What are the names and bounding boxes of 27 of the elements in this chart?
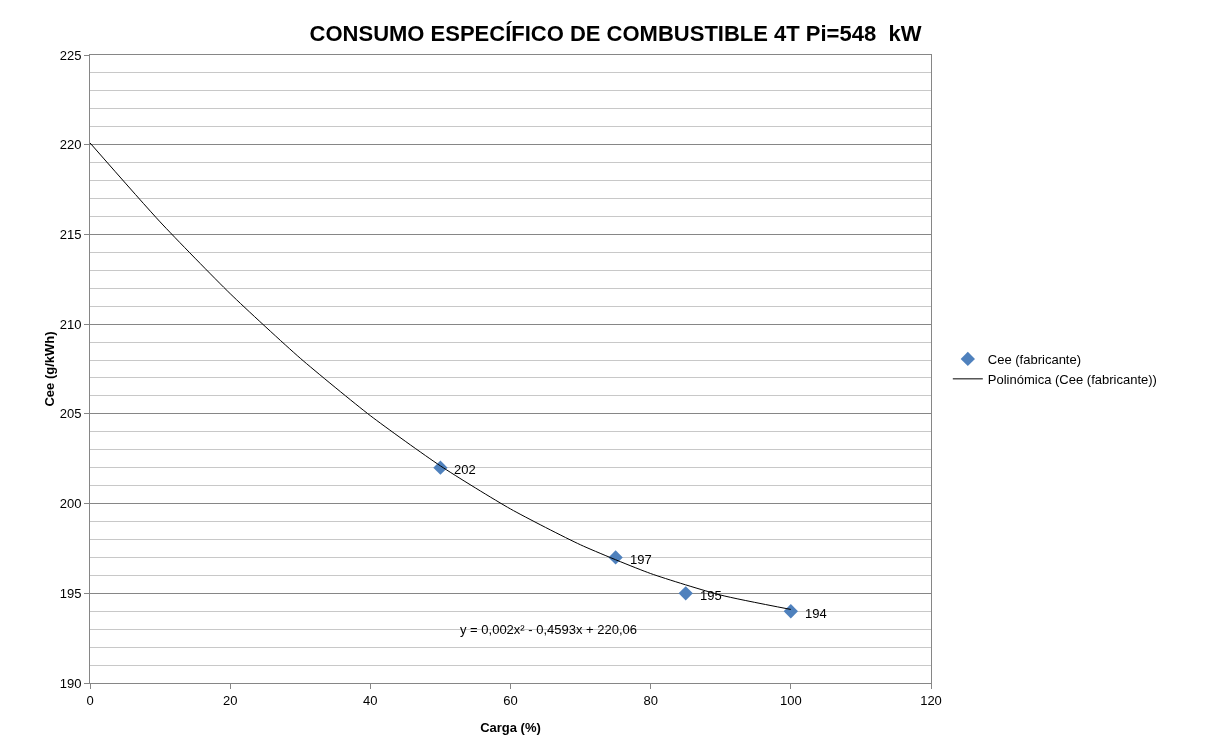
x-tick-label: 80: [643, 692, 658, 708]
annotation: y = 0,002x² - 0,4593x + 220,06: [460, 622, 638, 637]
legend-label: Polinómica (Cee (fabricante)): [987, 371, 1157, 387]
y-tick-label: 205: [59, 406, 82, 422]
y-tick-label: 225: [59, 47, 82, 63]
y-tick-label: 190: [59, 675, 82, 691]
data-label: 202: [454, 462, 476, 477]
y-tick-label: 220: [59, 137, 82, 153]
x-tick-label: 0: [86, 692, 94, 708]
x-tick-label: 120: [920, 692, 942, 708]
point: [783, 604, 798, 619]
x-tick-label: 20: [222, 692, 238, 708]
x-axis-title: Carga (%): [480, 720, 541, 735]
y-tick-label: 195: [59, 585, 82, 601]
legend-label: Cee (fabricante): [987, 352, 1082, 368]
data-label: 195: [700, 588, 722, 603]
y-tick-label: 210: [59, 316, 82, 332]
chart-title: CONSUMO ESPECÍFICO DE COMBUSTIBLE 4T Pi=548 kW: [309, 21, 922, 47]
y-tick-label: 215: [59, 226, 82, 242]
x-tick-label: 100: [779, 692, 802, 708]
x-tick-label: 60: [503, 692, 518, 708]
y-axis-title: Cee (g/kWh): [42, 331, 57, 407]
data-label: 197: [630, 552, 652, 567]
y-tick-label: 200: [59, 496, 82, 512]
x-tick-label: 40: [363, 692, 378, 708]
data-label: 194: [805, 606, 827, 621]
point: [678, 586, 693, 601]
